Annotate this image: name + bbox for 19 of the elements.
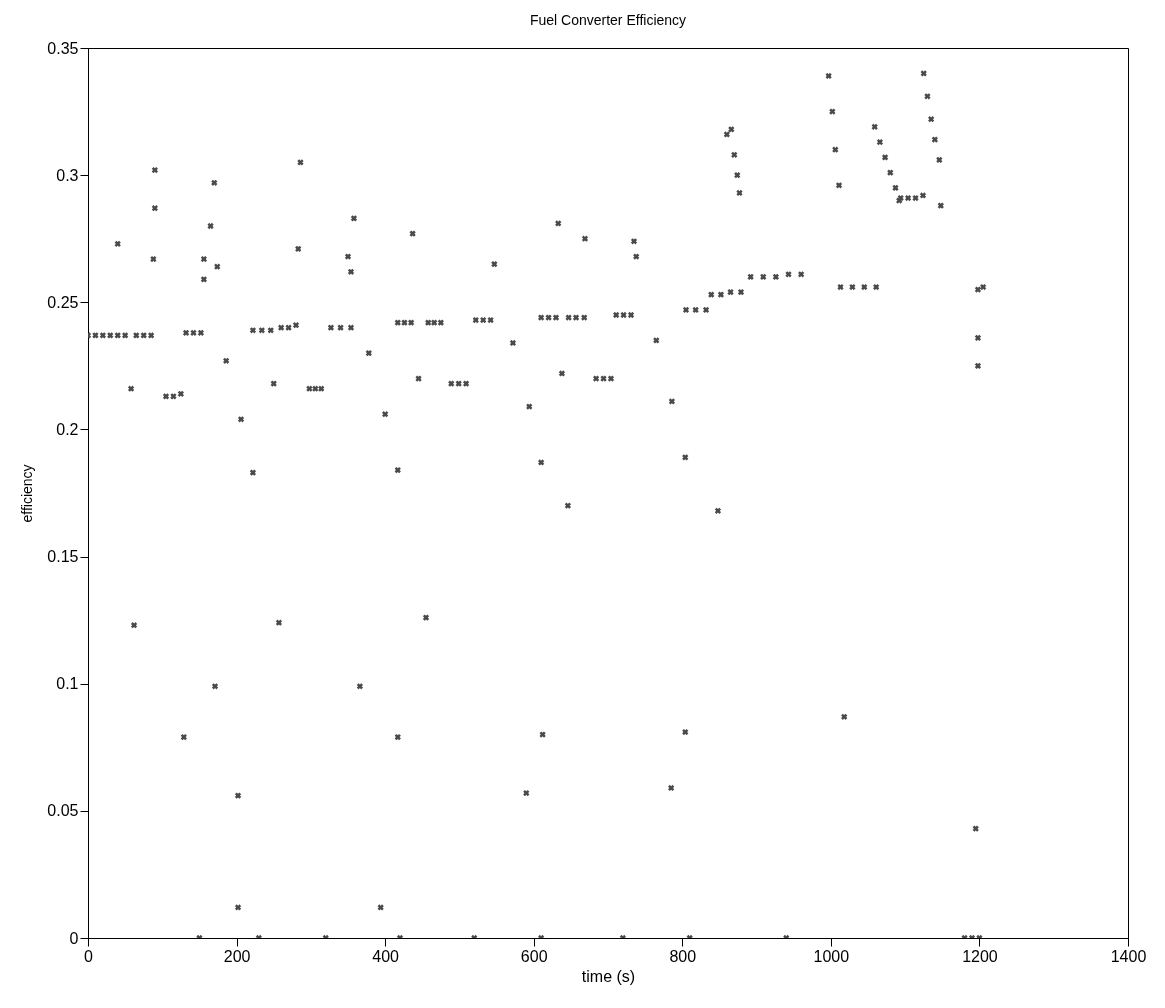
y-tick-label: 0.25 xyxy=(47,293,79,311)
x-tick-label: 600 xyxy=(520,947,548,965)
x-tick-label: 1200 xyxy=(962,947,998,965)
y-tick-label: 0.35 xyxy=(47,39,79,57)
y-tick-label: 0.1 xyxy=(56,675,79,693)
y-tick-label: 0.3 xyxy=(56,166,79,184)
x-tick-label: 1000 xyxy=(813,947,850,965)
x-tick-label: 400 xyxy=(372,947,400,965)
y-axis-title: efficiency xyxy=(19,464,36,523)
x-axis-title: time (s) xyxy=(581,967,636,985)
y-tick-label: 0.05 xyxy=(47,802,79,820)
x-tick-label: 1400 xyxy=(1110,947,1147,965)
y-tick-label: 0.15 xyxy=(47,548,79,566)
x-tick-label: 0 xyxy=(84,947,94,965)
y-tick-label: 0.2 xyxy=(56,420,79,438)
x-tick-label: 200 xyxy=(223,947,251,965)
chart-title: Fuel Converter Efficiency xyxy=(529,12,687,28)
x-tick-label: 800 xyxy=(669,947,697,965)
y-tick-label: 0 xyxy=(69,929,79,947)
